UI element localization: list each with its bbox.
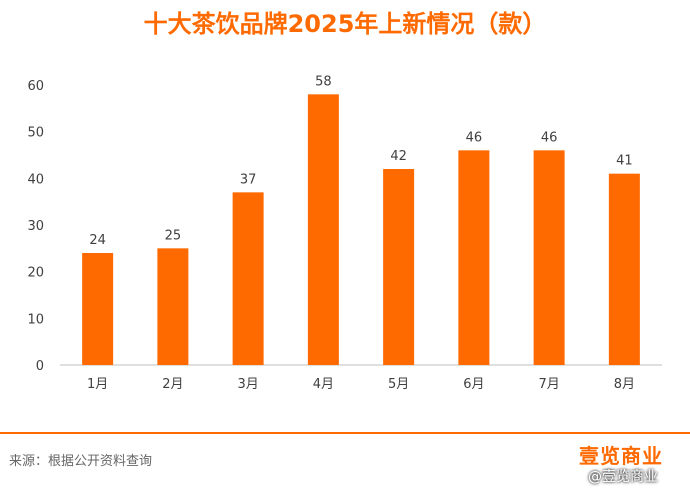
bar-value-label: 58 [315, 74, 332, 89]
bar [383, 169, 415, 365]
y-tick-label: 10 [27, 312, 44, 327]
bar-value-label: 25 [165, 228, 182, 243]
bar [608, 173, 640, 365]
bar-value-label: 46 [541, 130, 558, 145]
bar-value-label: 41 [616, 154, 633, 169]
x-tick-label: 2月 [162, 377, 183, 392]
watermark: @壹览商业 [588, 469, 658, 485]
bar-value-label: 46 [466, 130, 483, 145]
y-tick-label: 60 [27, 79, 44, 94]
bar [533, 150, 565, 365]
bar [82, 253, 114, 365]
bar [307, 94, 339, 365]
x-tick-label: 6月 [463, 377, 484, 392]
y-tick-label: 20 [27, 266, 44, 281]
footer-divider [0, 432, 690, 434]
axis-layer: 0 10 20 30 40 50 60 1月 2月 3月 4月 5月 6月 7月 8月 [27, 79, 662, 392]
x-tick-label: 3月 [237, 377, 258, 392]
x-tick-label: 8月 [614, 377, 635, 392]
x-tick-label: 1月 [87, 377, 108, 392]
bar-value-label: 37 [240, 172, 257, 187]
bar-value-label: 42 [390, 149, 407, 164]
bar-chart: 0 10 20 30 40 50 60 1月 2月 3月 4月 5月 6月 7月 8月 24 25 37 58 42… [27, 74, 662, 392]
x-tick-label: 5月 [388, 377, 409, 392]
bar [157, 248, 189, 365]
bar [232, 192, 264, 365]
bar-layer [82, 94, 640, 365]
y-tick-label: 40 [27, 172, 44, 187]
y-tick-label: 0 [36, 359, 44, 374]
x-tick-label: 7月 [538, 377, 559, 392]
bar [458, 150, 490, 365]
brand-logo: 壹览商业 [579, 444, 663, 468]
x-tick-label: 4月 [313, 377, 334, 392]
bar-value-label: 24 [89, 233, 106, 248]
chart-title: 十大茶饮品牌2025年上新情况（款） [143, 10, 547, 38]
label-layer: 24 25 37 58 42 46 46 41 [89, 74, 632, 248]
source-note: 来源：根据公开资料查询 [9, 454, 153, 469]
y-tick-label: 50 [27, 126, 44, 141]
y-tick-label: 30 [27, 219, 44, 234]
